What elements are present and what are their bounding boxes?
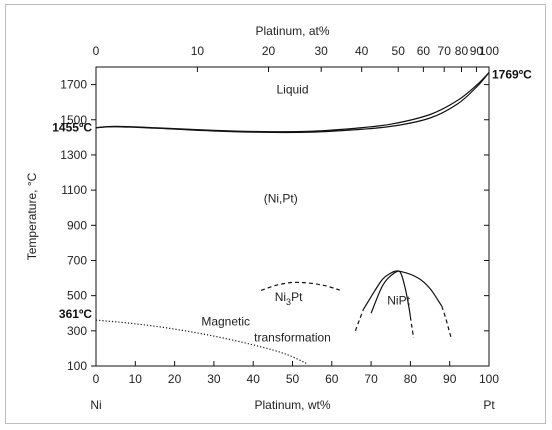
top-x-tick-label: 30 bbox=[315, 44, 329, 58]
x-tick-label: 40 bbox=[247, 372, 261, 386]
y-tick-label: 500 bbox=[67, 289, 87, 303]
temperature-annotation: 1455ºC bbox=[52, 121, 92, 135]
plot-area-border bbox=[95, 66, 490, 367]
top-x-tick-label: 60 bbox=[417, 44, 431, 58]
x-tick-label: 80 bbox=[404, 372, 418, 386]
region-label: Liquid bbox=[276, 82, 308, 96]
chart-frame bbox=[5, 4, 546, 424]
phase-boundary-curve-1 bbox=[95, 72, 490, 134]
top-x-tick-label: 90 bbox=[470, 44, 484, 58]
left-end-label: Ni bbox=[90, 398, 101, 412]
phase-boundary-curve-8 bbox=[441, 306, 453, 340]
x-tick-label: 70 bbox=[364, 372, 378, 386]
x-axis-label: Platinum, wt% bbox=[254, 398, 330, 412]
top-x-tick-label: 40 bbox=[355, 44, 369, 58]
x-tick-label: 20 bbox=[168, 372, 182, 386]
curves-layer bbox=[95, 72, 490, 365]
x-tick-label: 0 bbox=[93, 372, 100, 386]
top-x-tick-label: 100 bbox=[479, 44, 499, 58]
x-tick-label: 10 bbox=[129, 372, 143, 386]
phase-boundary-curve-5 bbox=[354, 309, 364, 331]
y-tick-label: 1700 bbox=[60, 78, 87, 92]
y-tick-label: 1500 bbox=[60, 113, 87, 127]
top-x-tick-label: 10 bbox=[191, 44, 205, 58]
x-tick-label: 30 bbox=[207, 372, 221, 386]
top-x-tick-label: 70 bbox=[438, 44, 452, 58]
x-tick-label: 90 bbox=[443, 372, 457, 386]
y-tick-label: 1300 bbox=[60, 148, 87, 162]
top-x-tick-label: 50 bbox=[392, 44, 406, 58]
top-x-tick-label: 0 bbox=[93, 44, 100, 58]
magnetic-label-line2: transformation bbox=[254, 330, 331, 344]
y-tick-label: 300 bbox=[67, 324, 87, 338]
region-label-ni3pt: Ni3Pt bbox=[275, 290, 303, 307]
x-tick-label: 50 bbox=[286, 372, 300, 386]
y-axis-label: Temperature, °C bbox=[25, 172, 39, 260]
phase-boundary-curve-7 bbox=[370, 270, 443, 314]
axes-layer bbox=[91, 66, 490, 367]
magnetic-label-line1: Magnetic bbox=[201, 315, 250, 329]
y-tick-label: 700 bbox=[67, 253, 87, 267]
y-tick-label: 900 bbox=[67, 218, 87, 232]
temperature-annotation: 1769ºC bbox=[492, 67, 532, 81]
phase-boundary-curve-2 bbox=[95, 319, 309, 365]
y-tick-label: 100 bbox=[67, 359, 87, 373]
y-tick-label: 1100 bbox=[61, 183, 87, 197]
temperature-annotation: 361ºC bbox=[59, 307, 92, 321]
region-label: (Ni,Pt) bbox=[264, 191, 298, 205]
phase-boundary-curve-6 bbox=[409, 316, 415, 338]
region-label: NiPt bbox=[387, 293, 410, 307]
phase-boundary-curve-4 bbox=[362, 270, 411, 317]
top-x-axis-label: Platinum, at% bbox=[255, 24, 329, 38]
x-tick-label: 60 bbox=[325, 372, 339, 386]
right-end-label: Pt bbox=[483, 398, 495, 412]
phase-boundary-curve-3 bbox=[260, 281, 340, 291]
x-tick-label: 100 bbox=[479, 372, 499, 386]
top-x-tick-label: 80 bbox=[455, 44, 469, 58]
top-x-tick-label: 20 bbox=[262, 44, 276, 58]
